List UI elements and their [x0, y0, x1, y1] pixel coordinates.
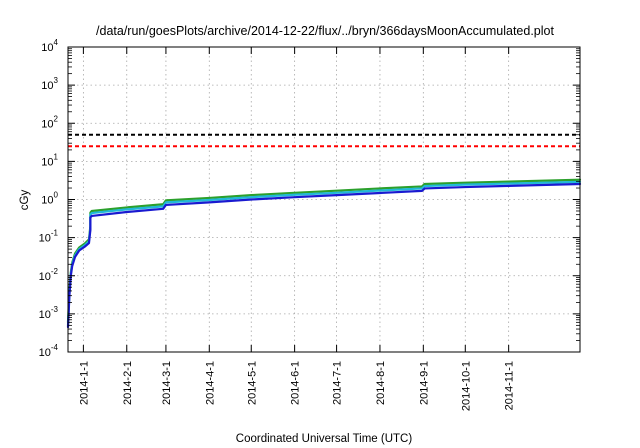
chart-title: /data/run/goesPlots/archive/2014-12-22/f…	[96, 24, 554, 38]
series-line	[66, 180, 582, 327]
y-tick-label: 100	[41, 191, 58, 207]
y-axis-label: cGy	[19, 190, 31, 211]
y-tick-label: 102	[41, 114, 58, 130]
y-tick-label: 104	[41, 38, 58, 54]
x-axis-label: Coordinated Universal Time (UTC)	[236, 433, 413, 445]
series-group	[66, 178, 582, 329]
reference-lines	[68, 133, 580, 148]
x-tick-label: 2014-3-1	[161, 361, 173, 405]
series-line	[66, 182, 582, 329]
y-axis: 10-4 10-3 10-2 10-1 100 101 102 103 104	[39, 38, 580, 359]
y-tick-label: 10-4	[39, 343, 59, 359]
x-tick-label: 2014-8-1	[375, 361, 387, 405]
x-tick-label: 2014-2-1	[122, 361, 134, 405]
y-tick-label: 101	[41, 152, 58, 168]
x-tick-label: 2014-10-1	[460, 361, 472, 411]
y-tick-label: 10-2	[39, 267, 59, 283]
y-tick-label: 10-3	[39, 305, 59, 321]
x-tick-label: 2014-4-1	[204, 361, 216, 405]
x-tick-label: 2014-5-1	[246, 361, 258, 405]
series-line	[66, 178, 582, 324]
y-tick-label: 10-1	[39, 229, 59, 245]
grid	[68, 47, 580, 352]
y-tick-label: 103	[41, 76, 58, 92]
x-tick-label: 2014-6-1	[290, 361, 302, 405]
x-tick-label: 2014-11-1	[504, 361, 516, 410]
x-axis: 2014-1-1 2014-2-1 2014-3-1 2014-4-1 2014-5-1…	[78, 47, 516, 411]
x-tick-label: 2014-9-1	[418, 361, 430, 405]
x-tick-label: 2014-7-1	[332, 361, 344, 405]
x-tick-label: 2014-1-1	[78, 361, 90, 405]
